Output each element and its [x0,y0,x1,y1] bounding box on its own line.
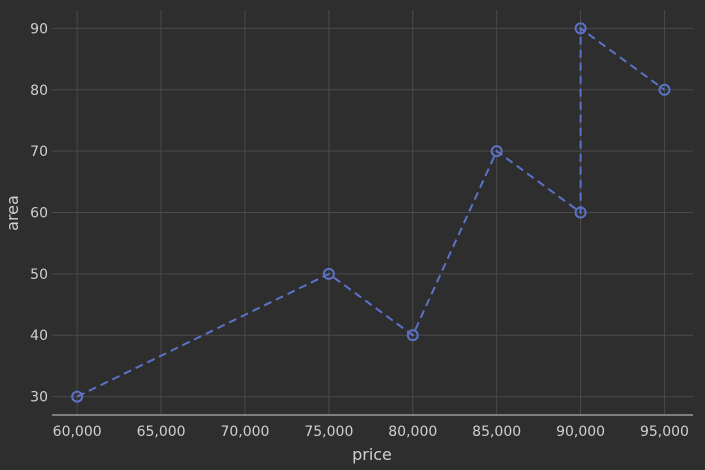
x-tick-label: 65,000 [137,424,186,440]
y-tick-label: 40 [30,328,48,344]
series-line [76,26,666,398]
data-point [322,267,335,280]
data-point [490,145,503,158]
y-tick-label: 60 [30,206,48,222]
grid-lines [52,10,693,415]
data-point [71,390,84,403]
y-tick-label: 70 [30,144,48,160]
y-tick-label: 30 [30,390,48,406]
x-tick-label: 95,000 [640,424,689,440]
x-tick-label: 60,000 [53,424,102,440]
data-point [574,206,587,219]
x-tick-label: 90,000 [556,424,605,440]
y-tick-label: 80 [30,83,48,99]
series [71,22,671,403]
data-point [658,83,671,96]
data-point [406,329,419,342]
y-axis-title: area [3,195,22,231]
data-point [574,22,587,35]
x-tick-labels: 60,000 65,000 70,000 75,000 80,000 85,000 90,0… [53,424,689,440]
y-tick-label: 50 [30,267,48,283]
y-tick-labels: 30 40 50 60 70 80 90 [30,21,48,405]
x-tick-label: 75,000 [304,424,353,440]
x-tick-label: 80,000 [388,424,437,440]
x-tick-label: 70,000 [220,424,269,440]
x-axis-title: price [352,445,392,464]
y-tick-label: 90 [30,21,48,37]
x-tick-label: 85,000 [472,424,521,440]
